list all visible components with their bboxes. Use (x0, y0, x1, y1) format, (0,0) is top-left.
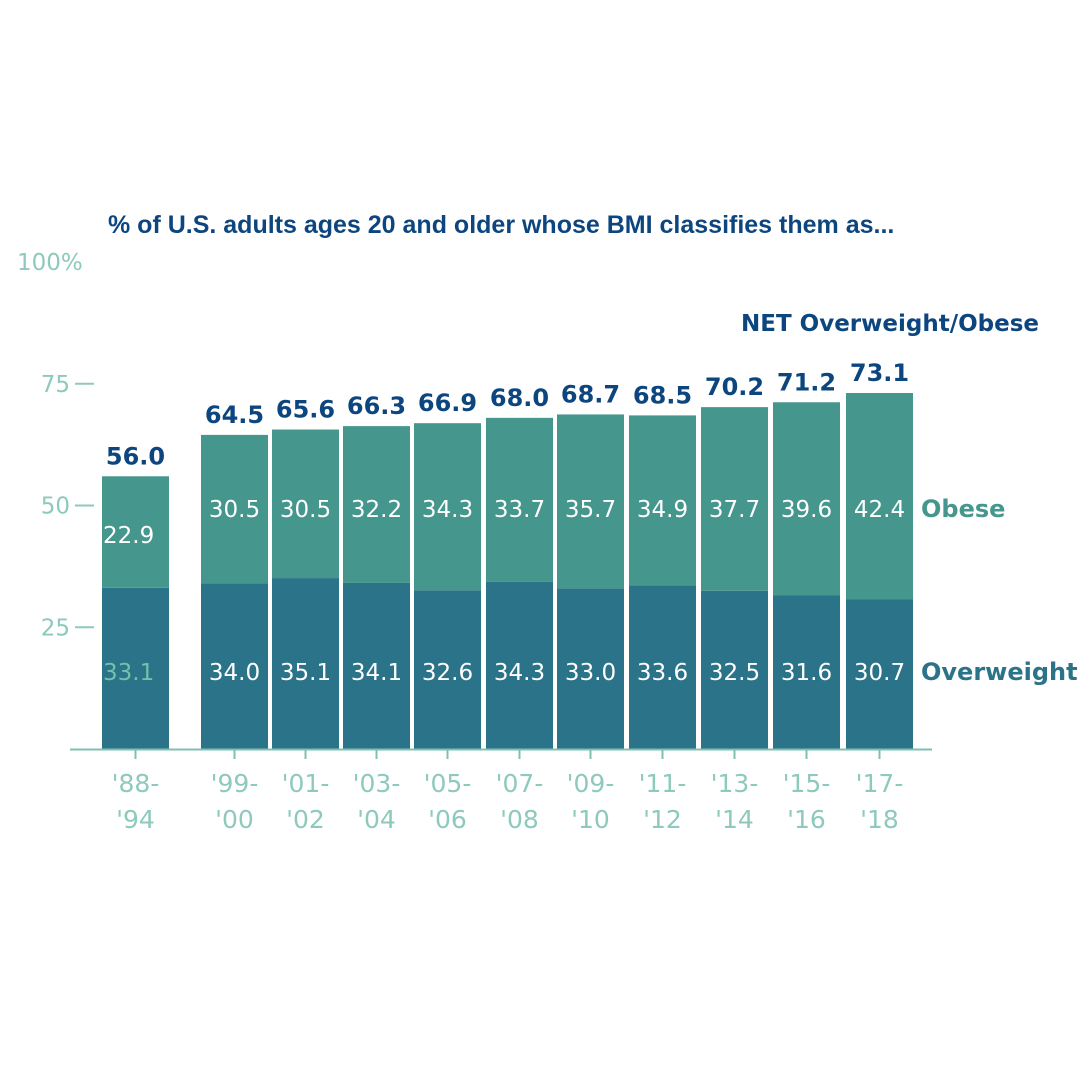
x-tick-label-0-line2: '94 (116, 805, 155, 834)
data-label-obese-4: 34.3 (422, 497, 473, 523)
x-tick-label-5-line2: '08 (500, 805, 539, 834)
bars: 33.1 22.9 56.0 34.0 30.5 64.5 35.1 30.5 65.6 34.1… (102, 359, 913, 749)
data-label-overweight-4: 32.6 (422, 660, 473, 686)
bar-overweight-2 (272, 578, 339, 749)
chart-title: % of U.S. adults ages 20 and older whose… (108, 211, 894, 239)
x-tick-label-8-line1: '13- (711, 769, 759, 798)
x-tick-label-3-line1: '03- (353, 769, 401, 798)
bar-obese-7 (629, 415, 696, 586)
bar-obese-9 (773, 402, 840, 596)
x-tick-label-1-line2: '00 (215, 805, 254, 834)
bar-obese-8 (701, 407, 768, 591)
data-label-net-7: 68.5 (633, 381, 692, 409)
bar-overweight-1 (201, 583, 268, 749)
bar-obese-2 (272, 429, 339, 579)
x-axis: '88- '94 '99- '00 '01- '02 '03- '04 '05- '06 '07- '… (70, 748, 932, 834)
bar-obese-3 (343, 426, 410, 583)
bar-obese-0 (102, 476, 169, 588)
bar-overweight-10 (846, 599, 913, 749)
data-label-overweight-1: 34.0 (209, 660, 260, 686)
bar-overweight-5 (486, 581, 553, 749)
bar-overweight-8 (701, 590, 768, 749)
y-axis: 25 50 75 100% (17, 250, 94, 641)
x-tick-label-7-line1: '11- (639, 769, 687, 798)
data-label-net-5: 68.0 (490, 384, 549, 412)
y-tick-label-50: 50 (41, 494, 70, 520)
x-tick-label-4-line2: '06 (428, 805, 467, 834)
data-label-net-1: 64.5 (205, 401, 264, 429)
x-tick-label-4-line1: '05- (424, 769, 472, 798)
data-label-overweight-0: 33.1 (103, 660, 154, 686)
bar-overweight-7 (629, 585, 696, 749)
x-tick-label-10-line2: '18 (860, 805, 899, 834)
data-label-net-0: 56.0 (106, 442, 165, 470)
bar-overweight-3 (343, 582, 410, 749)
data-label-overweight-5: 34.3 (494, 660, 545, 686)
x-tick-label-9-line1: '15- (783, 769, 831, 798)
x-tick-label-8-line2: '14 (715, 805, 754, 834)
x-tick-label-2-line1: '01- (282, 769, 330, 798)
data-label-obese-5: 33.7 (494, 497, 545, 523)
legend-net-label: NET Overweight/Obese (741, 311, 1039, 337)
data-label-net-4: 66.9 (418, 389, 477, 417)
data-label-overweight-3: 34.1 (351, 660, 402, 686)
bar-obese-10 (846, 393, 913, 600)
data-label-overweight-10: 30.7 (854, 660, 905, 686)
legend-overweight-label: Overweight (921, 658, 1078, 686)
x-tick-label-7-line2: '12 (643, 805, 682, 834)
x-tick-label-9-line2: '16 (787, 805, 826, 834)
data-label-net-8: 70.2 (705, 373, 764, 401)
bar-overweight-6 (557, 588, 624, 749)
data-label-obese-9: 39.6 (781, 497, 832, 523)
data-label-overweight-2: 35.1 (280, 660, 331, 686)
x-tick-label-10-line1: '17- (856, 769, 904, 798)
y-tick-label-75: 75 (41, 372, 70, 398)
bar-overweight-9 (773, 595, 840, 749)
data-label-overweight-8: 32.5 (709, 660, 760, 686)
data-label-overweight-7: 33.6 (637, 660, 688, 686)
legend: NET Overweight/Obese Obese Overweight (741, 311, 1078, 686)
bar-overweight-4 (414, 590, 481, 749)
data-label-net-9: 71.2 (777, 368, 836, 396)
data-label-obese-6: 35.7 (565, 497, 616, 523)
bar-obese-1 (201, 434, 268, 584)
legend-obese-label: Obese (921, 495, 1005, 523)
data-label-obese-3: 32.2 (351, 497, 402, 523)
bar-obese-6 (557, 414, 624, 589)
data-label-net-10: 73.1 (850, 359, 909, 387)
y-tick-label-25: 25 (41, 615, 70, 641)
data-label-overweight-6: 33.0 (565, 660, 616, 686)
x-tick-label-3-line2: '04 (357, 805, 396, 834)
x-tick-label-2-line2: '02 (286, 805, 325, 834)
data-label-obese-0: 22.9 (103, 523, 154, 549)
bar-overweight-0 (102, 587, 169, 749)
data-label-overweight-9: 31.6 (781, 660, 832, 686)
x-tick-label-6-line2: '10 (571, 805, 610, 834)
data-label-obese-8: 37.7 (709, 497, 760, 523)
data-label-net-2: 65.6 (276, 396, 335, 424)
data-label-net-6: 68.7 (561, 380, 620, 408)
data-label-obese-7: 34.9 (637, 497, 688, 523)
bar-obese-4 (414, 423, 481, 591)
data-label-obese-2: 30.5 (280, 497, 331, 523)
data-label-obese-1: 30.5 (209, 497, 260, 523)
x-tick-label-1-line1: '99- (211, 769, 259, 798)
data-label-net-3: 66.3 (347, 392, 406, 420)
x-tick-label-5-line1: '07- (496, 769, 544, 798)
bar-obese-5 (486, 417, 553, 582)
y-tick-label-100: 100% (17, 250, 83, 276)
x-tick-label-6-line1: '09- (567, 769, 615, 798)
data-label-obese-10: 42.4 (854, 497, 905, 523)
x-tick-label-0-line1: '88- (112, 769, 160, 798)
